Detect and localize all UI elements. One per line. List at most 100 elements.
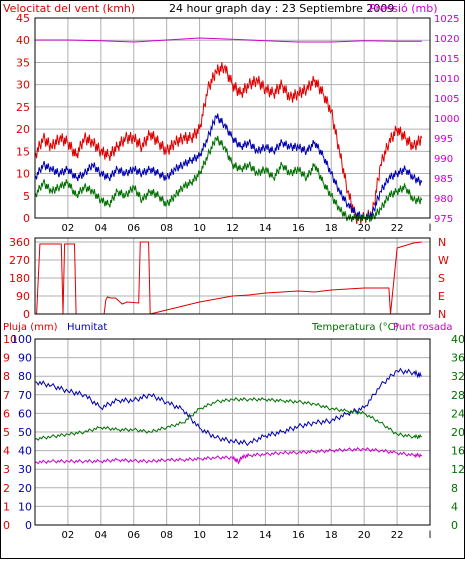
wind-pressure-panel: 0510152025303540459759809859909951000100…	[16, 12, 459, 234]
pressure-tick-label: 975	[434, 214, 453, 225]
wind-tick-label: 0	[23, 212, 30, 225]
rain-tick-label: 4	[3, 445, 10, 458]
x-tick-label: l	[429, 530, 432, 541]
rain-tick-label: 0	[3, 519, 10, 532]
humidity-tick-label: 10	[18, 500, 32, 513]
compass-tick-label: W	[438, 254, 449, 267]
humidity-tick-label: 60	[18, 407, 32, 420]
temperature-axis-title: Temperatura (°C)	[311, 322, 399, 333]
pressure-tick-label: 980	[434, 194, 453, 205]
pressure-tick-label: 1000	[434, 114, 459, 125]
plot-frame	[34, 338, 431, 526]
humidity-axis-title: Humitat	[67, 322, 107, 333]
temperature-tick-label: 4	[451, 500, 458, 513]
pressure-tick-label: 1010	[434, 74, 459, 85]
direction-tick-label: 270	[9, 254, 30, 267]
compass-tick-label: S	[438, 272, 445, 285]
direction-tick-label: 0	[23, 308, 30, 321]
humidity-tick-label: 90	[18, 352, 32, 365]
rain-axis-title: Pluja (mm)	[3, 322, 58, 333]
humidity-tick-label: 50	[18, 426, 32, 439]
compass-tick-label: N	[438, 236, 446, 249]
wind-tick-label: 45	[16, 12, 30, 25]
pressure-axis-title: Pressió (mb)	[369, 2, 438, 15]
series-blue-line	[34, 367, 423, 447]
pressure-tick-label: 1020	[434, 34, 459, 45]
temperature-tick-label: 0	[451, 519, 458, 532]
humidity-tick-label: 40	[18, 445, 32, 458]
rain-tick-label: 1	[3, 500, 10, 513]
compass-tick-label: N	[438, 308, 446, 321]
temperature-tick-label: 36	[451, 352, 464, 365]
x-tick-label: 14	[259, 223, 272, 234]
temperature-tick-label: 32	[451, 370, 464, 383]
humidity-tick-label: 100	[11, 333, 32, 346]
x-tick-label: 08	[160, 223, 173, 234]
direction-tick-label: 90	[16, 290, 30, 303]
wind-tick-label: 20	[16, 123, 30, 136]
temperature-tick-label: 28	[451, 389, 464, 402]
x-tick-label: 20	[358, 530, 371, 541]
x-tick-label: 20	[358, 223, 371, 234]
x-tick-label: 06	[127, 530, 140, 541]
temperature-tick-label: 12	[451, 463, 464, 476]
pressure-tick-label: 990	[434, 154, 453, 165]
wind-tick-label: 40	[16, 34, 30, 47]
x-tick-label: 06	[127, 223, 140, 234]
pressure-tick-label: 1025	[434, 14, 459, 25]
x-tick-label: 02	[62, 530, 75, 541]
dewpoint-axis-title: Punt rosada	[393, 322, 452, 333]
humidity-tick-label: 0	[25, 519, 32, 532]
x-tick-label: 18	[325, 223, 338, 234]
wind-tick-label: 15	[16, 145, 30, 158]
humidity-tick-label: 20	[18, 482, 32, 495]
rain-tick-label: 5	[3, 426, 10, 439]
pressure-tick-label: 995	[434, 134, 453, 145]
rain-tick-label: 7	[3, 389, 10, 402]
x-tick-label: 18	[325, 530, 338, 541]
series-magenta-line	[35, 37, 422, 43]
rain-tick-label: 8	[3, 370, 10, 383]
humidity-tick-label: 80	[18, 370, 32, 383]
x-tick-label: 10	[193, 223, 206, 234]
x-tick-label: 22	[391, 223, 404, 234]
plot-frame	[34, 17, 431, 219]
x-tick-label: 22	[391, 530, 404, 541]
wind-axis-title: Velocitat del vent (kmh)	[3, 2, 135, 15]
series-blue-line	[34, 113, 423, 222]
x-tick-label: 08	[160, 530, 173, 541]
wind-tick-label: 30	[16, 79, 30, 92]
rain-humidity-temp-panel: 0 01 102 203 304 405 506 607 708 809 9010100048121…	[3, 333, 465, 541]
rain-tick-label: 2	[3, 482, 10, 495]
wind-tick-label: 25	[16, 101, 30, 114]
series-green-line	[34, 397, 422, 441]
x-tick-label: 16	[292, 530, 305, 541]
temperature-tick-label: 8	[451, 482, 458, 495]
humidity-tick-label: 70	[18, 389, 32, 402]
x-tick-label: 12	[226, 223, 239, 234]
rain-tick-label: 6	[3, 407, 10, 420]
series-magenta-line	[34, 447, 423, 465]
wind-tick-label: 5	[23, 190, 30, 203]
x-tick-label: 14	[259, 530, 272, 541]
x-tick-label: 04	[94, 530, 107, 541]
graph-day-title: 24 hour graph day : 23 Septiembre 2009	[169, 2, 394, 15]
temperature-tick-label: 16	[451, 445, 464, 458]
wind-tick-label: 35	[16, 56, 30, 69]
direction-tick-label: 360	[9, 236, 30, 249]
plot-frame	[34, 237, 431, 315]
humidity-tick-label: 30	[18, 463, 32, 476]
x-tick-label: 12	[226, 530, 239, 541]
pressure-tick-label: 1015	[434, 54, 459, 65]
x-tick-label: 04	[94, 223, 107, 234]
x-tick-label: 02	[62, 223, 75, 234]
temperature-tick-label: 40	[451, 333, 464, 346]
x-tick-label: l	[429, 223, 432, 234]
pressure-tick-label: 985	[434, 174, 453, 185]
compass-tick-label: E	[438, 290, 445, 303]
direction-tick-label: 180	[9, 272, 30, 285]
wind-tick-label: 10	[16, 168, 30, 181]
